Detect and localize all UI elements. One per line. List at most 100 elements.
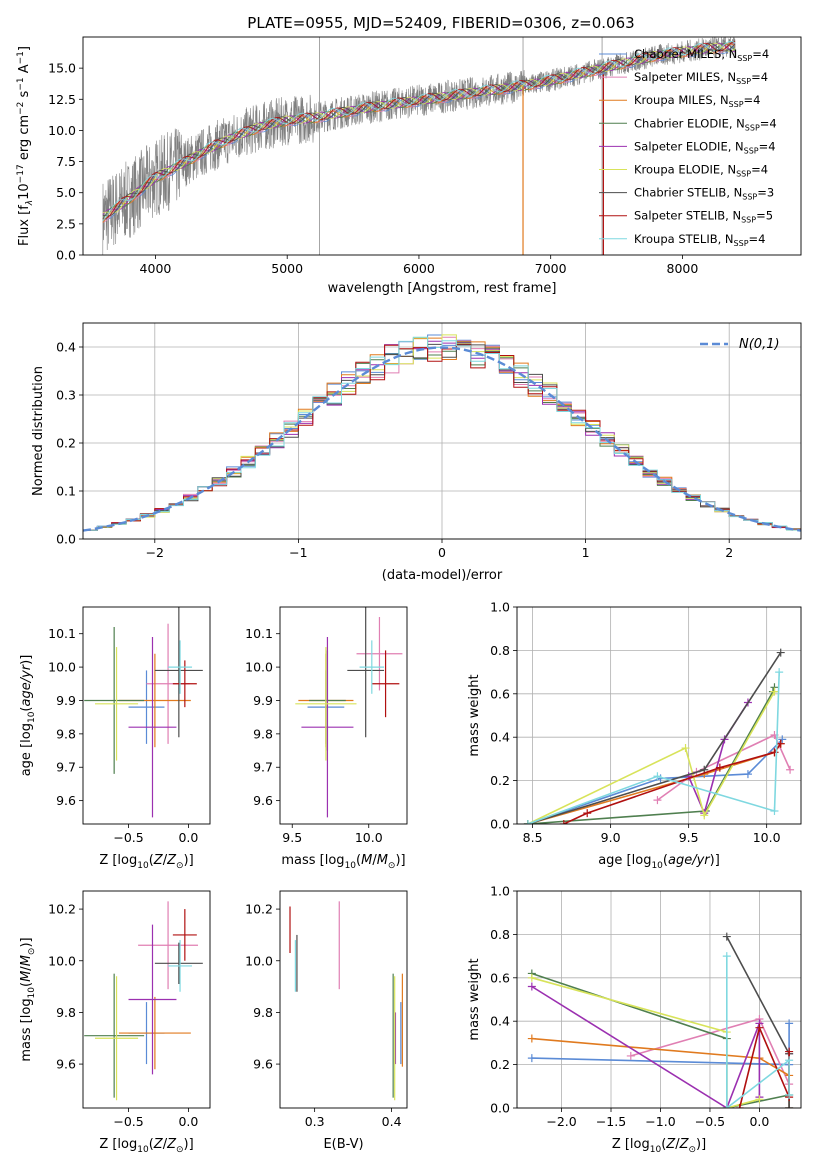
weight-marker-k_elodie <box>755 1095 764 1104</box>
x-tick-label: 2 <box>725 545 733 560</box>
z_weight-ylabel: mass weight <box>467 958 482 1040</box>
legend-label-part: =4 <box>751 70 768 84</box>
spectrum-ylabel-part: λ <box>25 200 35 206</box>
weight-marker-s_miles <box>786 765 795 774</box>
mass_age-axes: 9.5 10.0 9.6 9.7 9.8 9.9 10.0 10.1 <box>245 626 383 845</box>
weight-line-s_elodie <box>687 702 749 816</box>
y-tick-label: 10.0 <box>245 953 273 968</box>
mass_age-xlabel-part: mass [log <box>281 853 344 868</box>
z_weight-ylabel-part: mass weight <box>467 958 482 1040</box>
x-tick-label: 10.0 <box>753 830 781 845</box>
mass_age-plot <box>295 607 403 818</box>
weight-marker-k_elodie <box>681 744 690 753</box>
x-tick-label: −0.5 <box>113 1114 143 1129</box>
z_age-xlabel-part: Z <box>166 853 177 868</box>
z_age-xlabel-part: 10 <box>137 861 149 871</box>
z_age-ylabel-part: age/yr <box>19 663 34 706</box>
x-tick-label: 4000 <box>140 261 172 276</box>
z_age-ylabel-part: 10 <box>27 711 37 723</box>
mass_age-xlabel-part: ( <box>356 853 361 868</box>
legend-label-part: =5 <box>756 209 773 223</box>
z_mass-axes: −0.5 0.0 9.6 9.8 10.0 10.2 <box>48 902 198 1129</box>
weight-marker-s_miles <box>626 1051 635 1060</box>
z_mass-xlabel-part: Z <box>153 1137 164 1152</box>
x-tick-label: −2.0 <box>546 1114 576 1129</box>
z_mass-frame <box>82 890 211 1109</box>
z_weight-xlabel-part: ( <box>661 1137 666 1152</box>
spectrum-ylabel-part: ] <box>17 46 32 51</box>
y-tick-label: 9.6 <box>253 793 273 808</box>
y-tick-label: 9.7 <box>56 760 76 775</box>
weight-line-s_elodie <box>531 985 761 1108</box>
z_mass-xlabel-part: / <box>163 1137 168 1152</box>
y-tick-label: 2.5 <box>56 216 76 231</box>
residuals-ylabel-part: Normed distribution <box>31 366 46 496</box>
legend-label-part: SSP <box>734 239 749 248</box>
z_age-xlabel-part: Z <box>153 853 164 868</box>
x-tick-label: −0.5 <box>695 1114 725 1129</box>
age_weight-frame <box>516 606 802 825</box>
legend-label-part: Salpeter STELIB, N <box>634 209 741 223</box>
model-k_stelib <box>102 40 736 221</box>
weight-marker-c_miles <box>527 1054 536 1063</box>
legend-label-part: Kroupa STELIB, N <box>634 232 734 246</box>
y-tick-label: 0.0 <box>56 532 76 547</box>
x-tick-label: 0.3 <box>305 1114 325 1129</box>
y-tick-label: 0.8 <box>490 643 510 658</box>
weight-marker-s_stelib <box>785 1047 794 1056</box>
y-tick-label: 0.4 <box>490 730 510 745</box>
legend-label-part: SSP <box>745 123 760 132</box>
y-tick-label: 0.0 <box>56 248 76 263</box>
legend-label: Kroupa STELIB, NSSP=4 <box>634 232 765 248</box>
x-tick-label: −0.5 <box>113 830 143 845</box>
y-tick-label: 1.0 <box>490 884 510 899</box>
y-tick-label: 10.0 <box>245 660 273 675</box>
z_age-xlabel-part: ( <box>149 853 154 868</box>
z_age-frame <box>82 606 211 825</box>
x-tick-label: 1 <box>582 545 590 560</box>
residuals-plot <box>83 334 801 532</box>
legend-label-part: SSP <box>736 170 751 179</box>
weight-line-k_stelib <box>726 956 790 1108</box>
legend-label-part: SSP <box>736 77 751 86</box>
spectrum-ylabel-part: Flux [f <box>17 205 32 246</box>
z_weight-frame <box>516 890 802 1109</box>
mass_age-xlabel-part: ⊙ <box>388 861 396 871</box>
age_weight-plot <box>523 648 795 824</box>
legend-label-part: =4 <box>749 232 766 246</box>
y-tick-label: 10.1 <box>245 626 273 641</box>
age_weight-ylabel-group: mass weight <box>467 674 482 756</box>
y-tick-label: 0.4 <box>56 340 76 355</box>
legend-label-part: SSP <box>741 216 756 225</box>
y-tick-label: 0.6 <box>490 970 510 985</box>
spectrum-ylabel-part: s <box>17 90 32 101</box>
z_mass-ylabel-part: / <box>19 966 34 971</box>
legend-label-part: =4 <box>752 47 769 61</box>
z_mass-ylabel-part: ⊙ <box>27 948 37 956</box>
y-tick-label: 10.2 <box>245 902 273 917</box>
weight-marker-c_stelib <box>776 648 785 657</box>
age_weight-axes: 8.5 9.0 9.5 10.0 0.0 0.2 0.4 0.6 0.8 1.0 <box>490 600 801 845</box>
legend-label-part: Kroupa MILES, N <box>634 93 729 107</box>
mass_age-xlabel-part: 10 <box>345 861 357 871</box>
y-tick-label: 0.8 <box>490 927 510 942</box>
y-tick-label: 9.8 <box>253 726 273 741</box>
legend-label: Kroupa MILES, NSSP=4 <box>634 93 760 109</box>
weight-marker-s_miles <box>653 796 662 805</box>
x-tick-label: 6000 <box>403 261 435 276</box>
z_weight-xlabel-part: Z [log <box>612 1137 650 1152</box>
y-tick-label: 9.7 <box>253 760 273 775</box>
y-tick-label: 0.4 <box>490 1014 510 1029</box>
plots-layer: 4000 5000 6000 7000 80000.02.55.07.510.012.5… <box>16 36 802 1155</box>
y-tick-label: 0.3 <box>56 388 76 403</box>
weight-marker-k_stelib <box>770 806 779 815</box>
y-tick-label: 5.0 <box>56 185 76 200</box>
z_weight-axes: −2.0 −1.5 −1.0 −0.5 0.0 0.0 0.2 0.4 0.6 0.8 1.0 <box>490 884 801 1129</box>
age_weight-xlabel-part: 10 <box>651 861 663 871</box>
mass_age-xlabel-part: / <box>372 853 377 868</box>
x-tick-label: 5000 <box>271 261 303 276</box>
y-tick-label: 0.2 <box>490 1057 510 1072</box>
legend-label-part: =4 <box>744 93 761 107</box>
z_mass-ylabel-part: ( <box>19 982 34 987</box>
age_weight-xlabel-part: age/yr <box>668 853 711 868</box>
